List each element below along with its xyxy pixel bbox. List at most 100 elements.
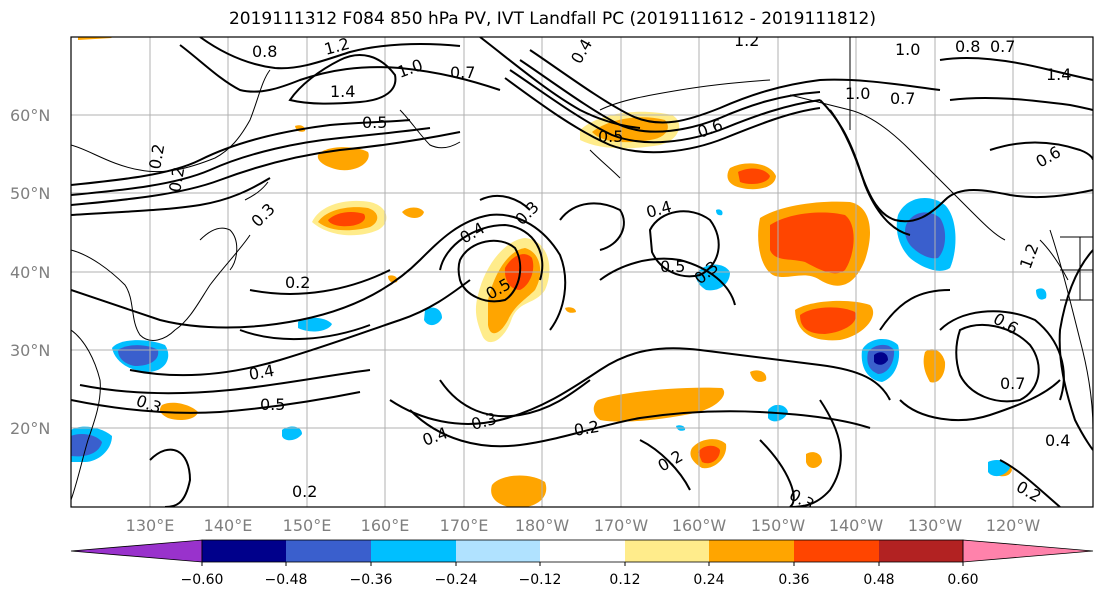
colorbar-segment (286, 540, 371, 562)
contour-labels: 0.8 1.2 1.4 1.0 0.7 1.2 1.0 0.8 0.7 1.4 … (134, 31, 1072, 514)
colorbar-frame (201, 539, 964, 563)
contour-label: 0.2 (285, 273, 310, 292)
colorbar-tick-label: 0.24 (693, 572, 724, 588)
contour-label: 0.2 (145, 142, 168, 170)
colorbar-tick-label: −0.60 (181, 572, 224, 588)
shade-pos (317, 147, 369, 171)
colorbar-tick-label: −0.24 (435, 572, 478, 588)
colorbar-ticks (201, 562, 964, 566)
contour-label: 0.3 (786, 485, 818, 514)
contour-label: 1.0 (845, 84, 870, 103)
colorbar-segment (625, 540, 709, 562)
contour-label: 0.8 (252, 42, 277, 61)
contour-label: 0.7 (1000, 374, 1025, 393)
lon-label: 170°E (440, 516, 489, 535)
colorbar-tick-label: −0.48 (265, 572, 308, 588)
lat-label: 50°N (10, 184, 50, 203)
lon-axis-labels: 130°E 140°E 150°E 160°E 170°E 180°W 170°… (126, 516, 1041, 535)
shade-pos (923, 349, 946, 383)
contour-label: 1.0 (395, 55, 425, 82)
contour-label: 1.0 (895, 40, 920, 59)
shade-pos (770, 212, 854, 274)
shade-pos (698, 445, 720, 464)
lon-label: 130°E (126, 516, 175, 535)
shade-neg (1036, 288, 1047, 300)
contour-label: 0.2 (292, 482, 317, 501)
shade-pos (491, 475, 547, 507)
contour-label: 0.5 (260, 395, 285, 414)
shade-neg (716, 209, 723, 216)
colorbar-segment (709, 540, 794, 562)
shade-neg (988, 460, 1010, 477)
lat-label: 60°N (10, 106, 50, 125)
contour-label: 0.4 (644, 197, 674, 222)
colorbar-tick-label: −0.36 (350, 572, 393, 588)
colorbar-tick-label: 0.48 (863, 572, 894, 588)
lon-label: 150°E (283, 516, 332, 535)
colorbar: −0.60 −0.48 −0.36 −0.24 −0.12 0.12 0.24 … (70, 539, 1094, 588)
contour-label: 0.8 (955, 37, 980, 56)
contour-label: 0.4 (1045, 431, 1070, 450)
colorbar-segment (371, 540, 456, 562)
lat-label: 40°N (10, 263, 50, 282)
map-frame (70, 36, 1094, 508)
contour-label: 0.4 (247, 361, 275, 384)
colorbar-tick-label: 0.12 (609, 572, 640, 588)
colorbar-segment (202, 540, 286, 562)
contour-label: 0.2 (572, 417, 600, 440)
contour-label: 0.3 (247, 199, 278, 230)
contour-label: 1.2 (1016, 241, 1043, 271)
shade-pos (738, 168, 770, 184)
contour-label: 0.7 (990, 37, 1015, 56)
coastlines (71, 37, 1093, 501)
colorbar-segment (879, 540, 963, 562)
shade-pos (78, 37, 112, 40)
map-title: 2019111312 F084 850 hPa PV, IVT Landfall… (228, 9, 876, 29)
contour-label: 0.3 (511, 197, 542, 228)
contour-label: 0.5 (598, 127, 623, 146)
lon-label: 120°W (986, 516, 1041, 535)
lon-label: 140°E (204, 516, 253, 535)
colorbar-tick-label: 0.60 (947, 572, 978, 588)
contour-label: 1.4 (1046, 65, 1071, 84)
lon-label: 160°W (672, 516, 727, 535)
lon-label: 160°E (361, 516, 410, 535)
shade-pos (800, 307, 856, 334)
shade-pos (402, 207, 424, 218)
contour-label: 0.7 (450, 63, 475, 82)
lon-label: 140°W (829, 516, 884, 535)
contour-label: 0.4 (420, 423, 450, 450)
lon-label: 150°W (751, 516, 806, 535)
colorbar-segment (540, 540, 625, 562)
map-plot-area: 0.8 1.2 1.4 1.0 0.7 1.2 1.0 0.8 0.7 1.4 … (71, 31, 1093, 514)
colorbar-tick-label: −0.12 (519, 572, 562, 588)
contour-label: 1.2 (322, 34, 352, 59)
lon-label: 130°W (908, 516, 963, 535)
colorbar-segment (962, 539, 1094, 563)
contour-label: 0.2 (165, 165, 188, 193)
contour-label: 0.2 (655, 446, 687, 475)
shade-pos (328, 212, 366, 227)
contour-label: 0.4 (567, 35, 596, 67)
contour-label: 0.3 (134, 391, 164, 418)
shade-pos (160, 402, 198, 420)
shade-pos (806, 452, 822, 468)
shade-pos (592, 117, 668, 143)
lat-label: 30°N (10, 341, 50, 360)
contour-label: 0.5 (362, 113, 387, 132)
lat-axis-labels: 60°N 50°N 40°N 30°N 20°N (10, 106, 50, 438)
colorbar-segment (70, 539, 203, 563)
lon-label: 170°W (594, 516, 649, 535)
colorbar-tick-label: 0.36 (778, 572, 809, 588)
shade-neg (282, 426, 302, 441)
shade-neg (424, 307, 442, 326)
contour-label: 0.6 (1033, 142, 1065, 171)
contour-label: 1.2 (734, 31, 759, 50)
contour-label: 0.7 (890, 89, 915, 108)
lat-label: 20°N (10, 419, 50, 438)
colorbar-segment (456, 540, 540, 562)
shade-pos (750, 370, 767, 382)
lon-label: 180°W (515, 516, 570, 535)
shade-pos (593, 387, 725, 422)
